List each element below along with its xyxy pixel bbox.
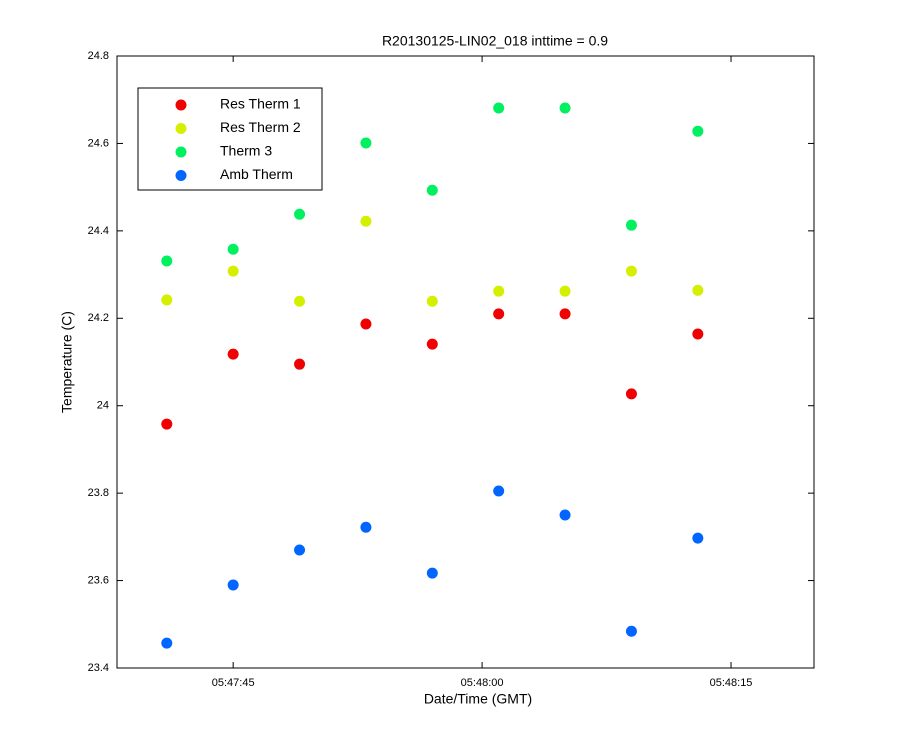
point — [625, 388, 637, 400]
point — [360, 137, 372, 149]
point — [161, 294, 173, 306]
y-tick-label: 24 — [97, 400, 109, 412]
legend-label: Therm 3 — [220, 143, 272, 159]
y-tick-label: 24.8 — [88, 50, 109, 62]
legend-marker — [175, 170, 187, 181]
point — [294, 208, 306, 220]
point — [692, 284, 704, 296]
point — [559, 509, 571, 521]
point — [294, 295, 306, 307]
legend-label: Res Therm 2 — [220, 119, 301, 135]
legend-label: Amb Therm — [220, 166, 293, 182]
point — [692, 328, 704, 340]
point — [493, 285, 505, 297]
point — [493, 308, 505, 320]
y-tick-label: 24.4 — [88, 225, 109, 237]
legend-box — [137, 87, 323, 191]
point — [294, 544, 306, 556]
x-axis-label: Date/Time (GMT) — [424, 691, 532, 707]
legend-label: Res Therm 1 — [220, 96, 301, 112]
legend-marker — [175, 99, 187, 111]
point — [161, 637, 173, 649]
point — [625, 219, 637, 231]
point — [692, 532, 704, 544]
point — [426, 184, 438, 196]
legend-marker — [175, 123, 187, 134]
y-tick-label: 24.2 — [88, 312, 109, 324]
point — [426, 295, 438, 307]
point — [559, 285, 571, 297]
point — [227, 579, 239, 591]
point — [493, 485, 505, 497]
y-tick-label: 23.4 — [88, 662, 109, 674]
point — [426, 338, 438, 350]
point — [360, 318, 372, 330]
point — [161, 255, 173, 267]
point — [294, 358, 306, 370]
x-tick-label: 05:48:00 — [461, 677, 504, 689]
point — [559, 308, 571, 320]
y-tick-label: 23.8 — [88, 487, 109, 499]
point — [360, 215, 372, 227]
point — [227, 348, 239, 360]
point — [426, 567, 438, 579]
x-tick-label: 05:48:15 — [710, 677, 753, 689]
point — [493, 102, 505, 114]
y-axis-label: Temperature (C) — [59, 311, 75, 413]
chart-title: R20130125-LIN02_018 inttime = 0.9 — [382, 33, 608, 49]
y-tick-label: 23.6 — [88, 574, 109, 586]
point — [625, 265, 637, 277]
point — [559, 102, 571, 114]
legend-marker — [175, 146, 187, 158]
point — [227, 243, 239, 255]
point — [625, 625, 637, 637]
point — [161, 418, 173, 430]
x-tick-label: 05:47:45 — [212, 677, 255, 689]
point — [692, 125, 704, 137]
y-tick-label: 24.6 — [88, 137, 109, 149]
point — [227, 265, 239, 277]
point — [360, 521, 372, 533]
